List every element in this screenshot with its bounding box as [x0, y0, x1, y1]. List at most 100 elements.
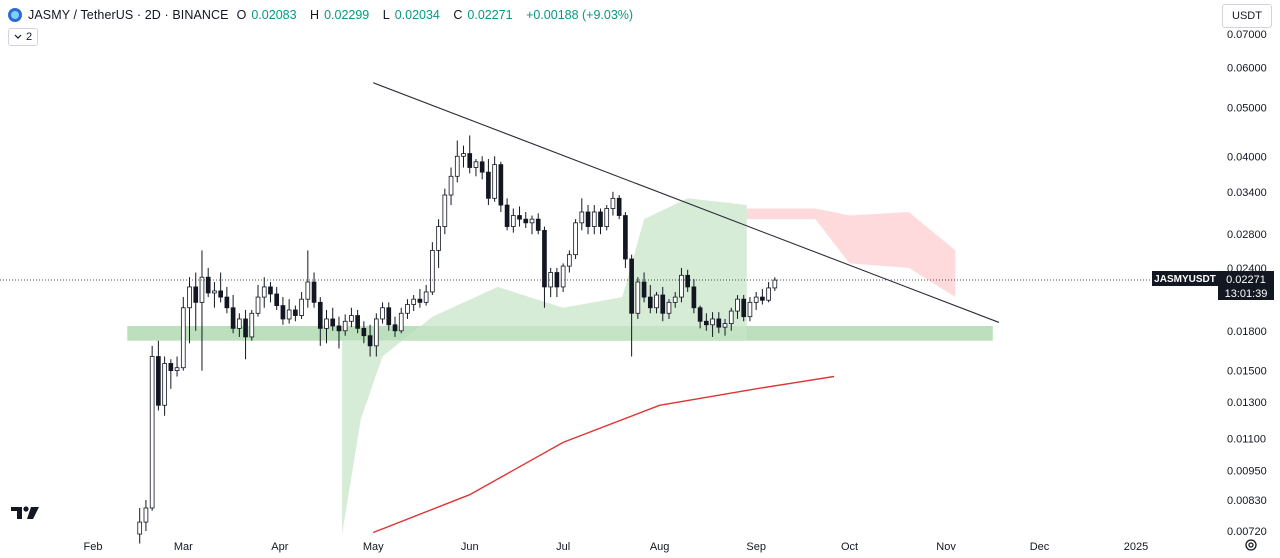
candle-body	[224, 296, 230, 309]
candle-body	[579, 211, 585, 224]
candle	[168, 359, 174, 389]
candle-body	[286, 309, 292, 320]
candle	[629, 254, 634, 357]
candle-body	[747, 301, 753, 318]
candle-body	[336, 325, 342, 332]
candle	[510, 208, 516, 233]
candle-body	[498, 164, 504, 206]
candle	[486, 159, 491, 206]
candle	[311, 272, 317, 308]
candle	[685, 269, 690, 292]
tradingview-logo-icon[interactable]	[11, 505, 41, 521]
candle-body	[461, 153, 466, 157]
candle-body	[280, 305, 286, 320]
candle-body	[249, 312, 255, 338]
candle-body	[330, 318, 336, 327]
x-tick-label: Aug	[650, 541, 670, 553]
y-tick-label: 0.05000	[1227, 103, 1267, 115]
y-tick-label: 0.06000	[1227, 63, 1267, 75]
x-tick-label: Feb	[84, 541, 103, 553]
candle	[361, 321, 367, 344]
candle-body	[156, 356, 161, 406]
y-tick-label: 0.00830	[1227, 495, 1267, 507]
candle-body	[448, 175, 454, 196]
trendline	[373, 82, 1000, 323]
candle-body	[610, 197, 616, 209]
candle-body	[255, 296, 261, 314]
candle-body	[735, 298, 740, 312]
candle	[716, 312, 722, 334]
price-tag: JASMYUSDT 0.02271 13:01:39	[1152, 271, 1274, 300]
moving-average-line	[372, 375, 835, 534]
candle-body	[728, 310, 734, 325]
candle-body	[430, 250, 435, 293]
candle-body	[143, 507, 149, 523]
candle	[255, 284, 261, 317]
candle-body	[411, 298, 417, 305]
candle	[641, 272, 647, 303]
x-tick-label: Mar	[174, 541, 193, 553]
candle	[274, 286, 280, 310]
candle	[280, 297, 286, 325]
candle-body	[454, 155, 460, 177]
candle-body	[367, 335, 373, 347]
candle-body	[504, 204, 510, 227]
candle-body	[722, 323, 728, 328]
currency-button[interactable]: USDT	[1222, 4, 1272, 28]
candle-body	[604, 208, 610, 227]
settings-gear-icon[interactable]	[1244, 538, 1258, 552]
candle	[367, 324, 373, 357]
candle	[473, 159, 479, 177]
candle	[156, 340, 161, 411]
y-tick-label: 0.00720	[1227, 526, 1267, 538]
candle	[479, 156, 485, 180]
open-label: O	[236, 8, 247, 22]
candle	[616, 195, 622, 220]
candle	[535, 213, 541, 235]
candle	[660, 286, 666, 322]
candle	[249, 309, 255, 341]
candle	[180, 297, 186, 371]
candle-body	[311, 281, 317, 303]
trendline-layer[interactable]	[373, 82, 1000, 323]
x-tick-label: 2025	[1124, 541, 1148, 553]
candle-body	[716, 318, 722, 328]
candle	[423, 284, 429, 306]
candle-body	[741, 298, 747, 318]
time-axis[interactable]: Feb Mar Apr May Jun Jul Aug Sep Oct Nov Dec 2025	[84, 541, 1149, 553]
candle	[461, 145, 466, 168]
x-tick-label: Dec	[1030, 541, 1050, 553]
candle-body	[305, 281, 311, 300]
candle	[704, 313, 709, 331]
x-tick-label: Apr	[271, 541, 288, 553]
candle-body	[772, 279, 778, 289]
candle	[442, 188, 448, 235]
indicators-toggle-button[interactable]: 2	[8, 28, 39, 46]
x-tick-label: May	[363, 541, 384, 553]
candle-body	[392, 324, 398, 332]
symbol-title[interactable]: JASMY / TetherUS · 2D · BINANCE	[28, 8, 229, 22]
candle	[143, 499, 149, 531]
candle-body	[473, 161, 479, 168]
candle-body	[641, 281, 647, 298]
candle-body	[324, 318, 329, 329]
candle	[542, 226, 547, 308]
candle-body	[386, 307, 392, 326]
candle-body	[398, 312, 404, 332]
candle-body	[199, 276, 205, 303]
candle-body	[212, 290, 217, 294]
price-tag-value: 0.02271	[1226, 274, 1266, 286]
candle	[243, 309, 248, 360]
candle-body	[623, 215, 628, 260]
candle-body	[635, 281, 641, 314]
candle	[753, 291, 759, 310]
candle	[336, 316, 342, 349]
candle-body	[517, 215, 522, 220]
candle-body	[342, 320, 348, 332]
candle	[697, 305, 703, 329]
candle	[728, 307, 734, 331]
cloud-bearish	[746, 208, 956, 298]
candle	[691, 279, 697, 314]
candle-body	[218, 290, 223, 298]
